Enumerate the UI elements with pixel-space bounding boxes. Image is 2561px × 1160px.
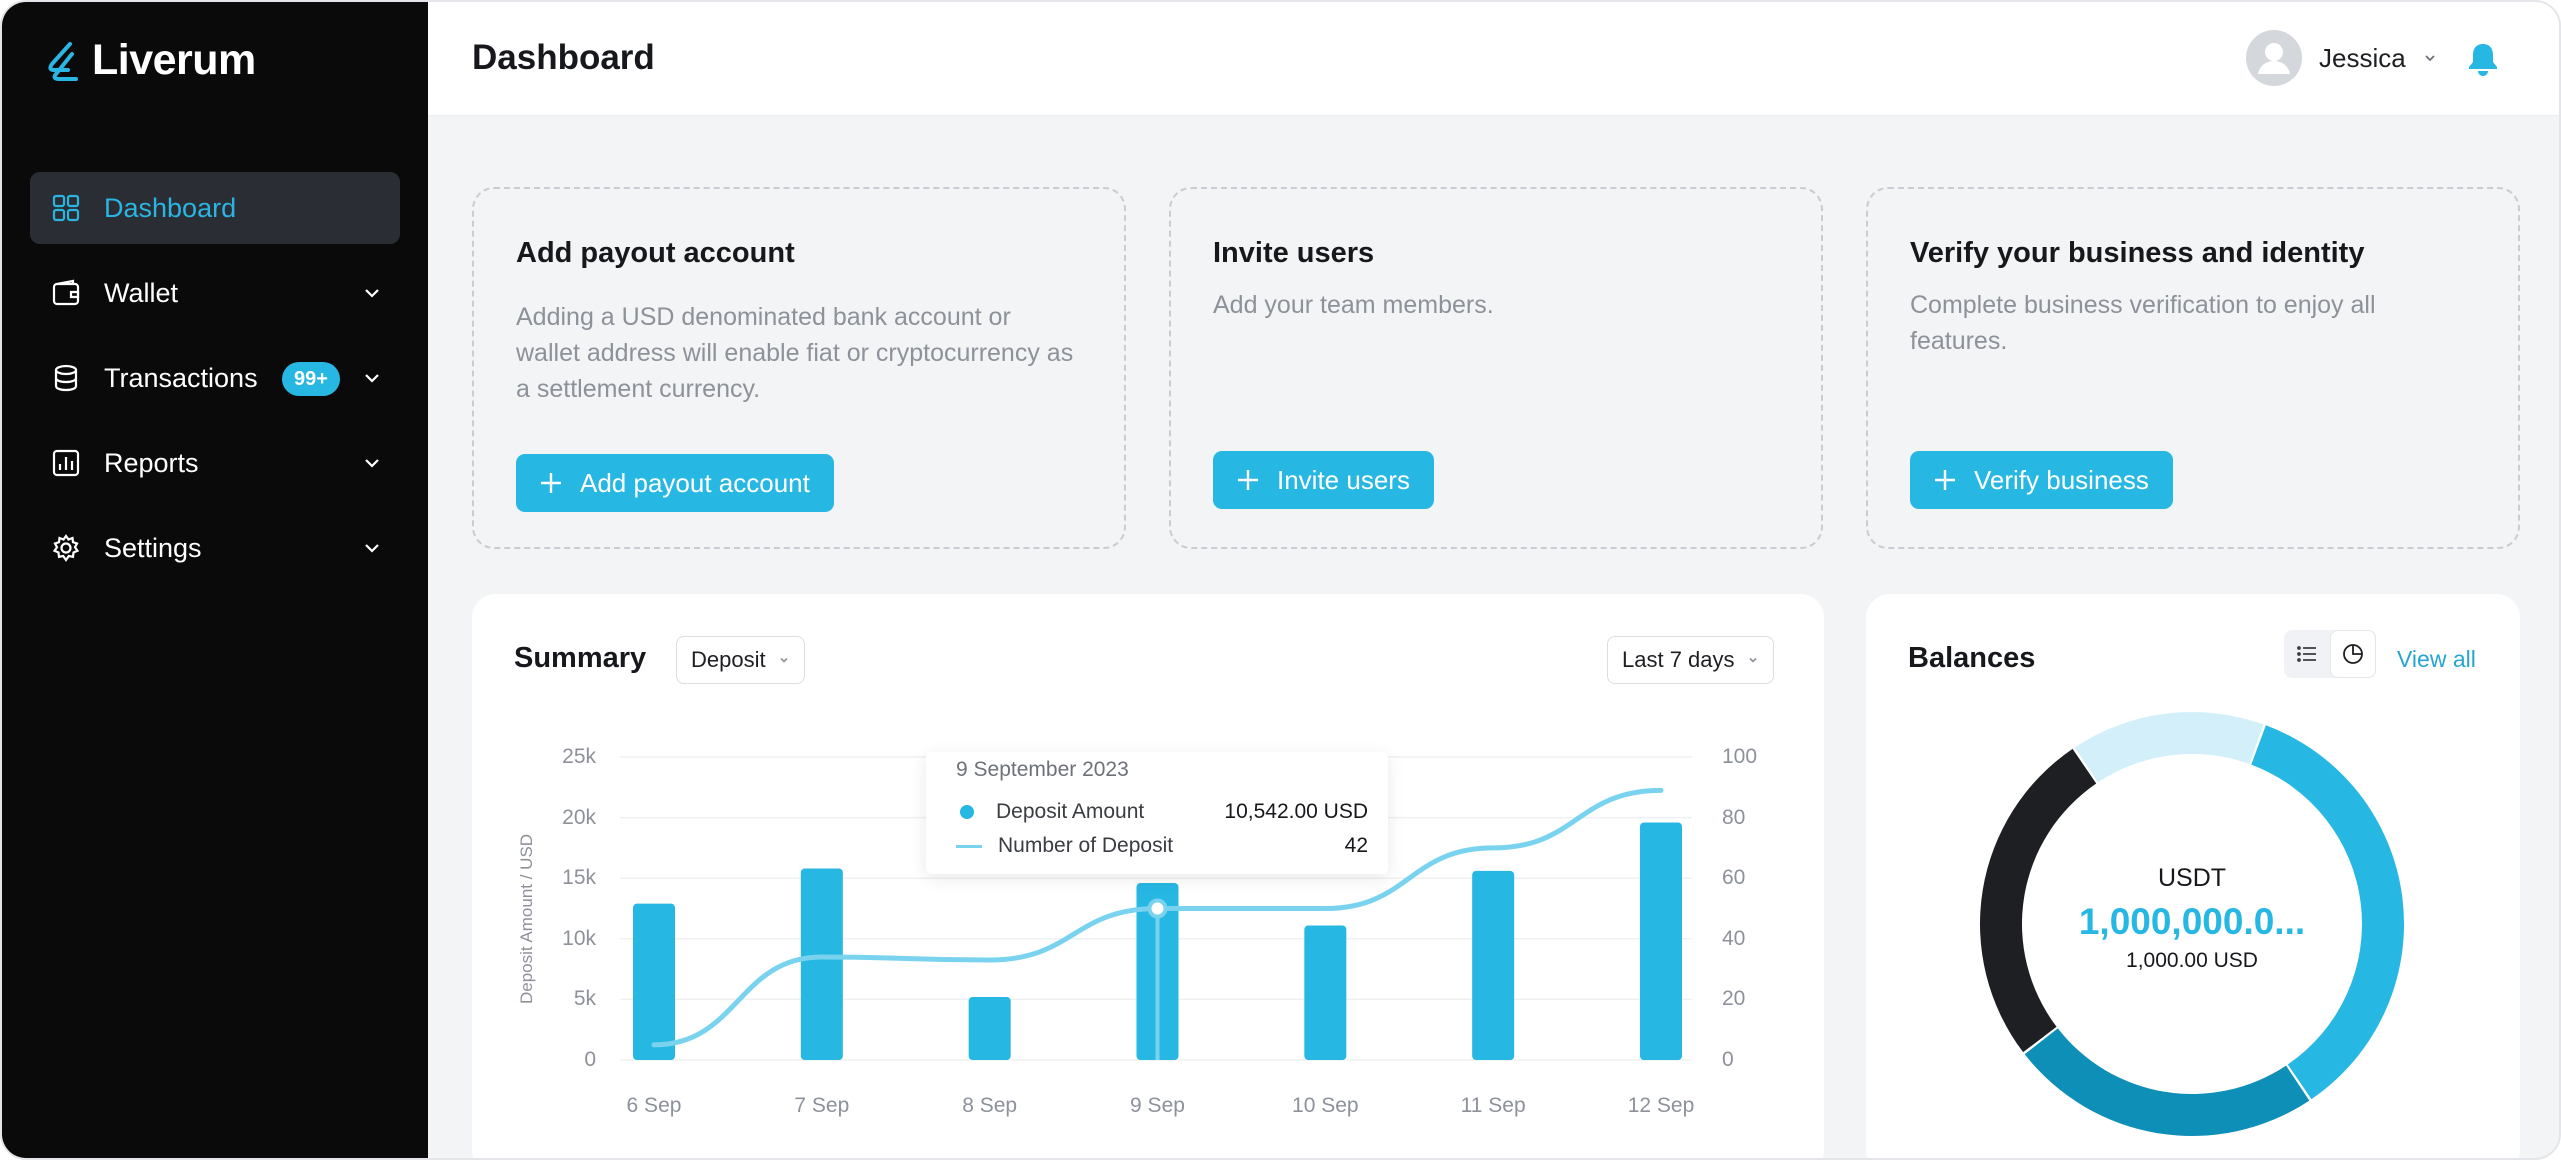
button-label: Invite users [1277,464,1410,495]
tooltip-row-amount: Deposit Amount 10,542.00 USD [956,800,1368,824]
card-description: Complete business verification to enjoy … [1910,291,2376,355]
grid-icon [50,192,82,224]
invite-users-card: Invite users Add your team members. Invi… [1169,187,1823,549]
sidebar-item-wallet[interactable]: Wallet [30,257,400,329]
liverum-logo-icon [48,41,78,81]
sidebar-nav: Dashboard Wallet Transactions 9 [30,172,400,597]
bell-icon[interactable] [2464,40,2502,78]
invite-users-button[interactable]: Invite users [1213,451,1434,509]
user-name[interactable]: Jessica [2319,42,2406,73]
chevron-down-icon[interactable] [2422,50,2438,66]
sidebar-item-settings[interactable]: Settings [30,512,400,584]
tooltip-label: Deposit Amount [996,800,1145,823]
plus-icon [541,473,561,493]
card-title: Verify your business and identity [1910,237,2365,269]
gear-icon [50,532,82,564]
button-label: Add payout account [580,467,810,498]
top-header: Dashboard Jessica [428,2,2559,116]
chart-tooltip: 9 September 2023 Deposit Amount 10,542.0… [926,752,1388,874]
card-description: Adding a USD denominated bank account or… [516,303,1074,403]
summary-title: Summary [514,642,647,674]
donut-amount: 1,000,000.0... [2078,901,2306,942]
tooltip-value: 10,542.00 USD [1224,800,1368,823]
view-all-link[interactable]: View all [2397,646,2476,672]
date-range-select[interactable]: Last 7 days [1607,636,1774,684]
series-line-icon [956,844,982,848]
verify-business-button[interactable]: Verify business [1910,451,2173,509]
balances-title: Balances [1908,642,2036,674]
select-value: Last 7 days [1622,647,1735,672]
select-value: Deposit [691,647,766,672]
donut-currency: USDT [2157,864,2227,892]
page-title: Dashboard [472,38,655,77]
sidebar-item-label: Wallet [104,277,179,308]
balances-view-toggle[interactable] [2284,630,2376,678]
wallet-icon [50,277,82,309]
summary-panel: Summary Deposit Last 7 days [472,594,1824,1158]
chart-view-button[interactable] [2330,630,2376,678]
user-menu[interactable]: Jessica [2246,30,2438,86]
card-description: Add your team members. [1213,291,1494,319]
chevron-down-icon[interactable] [362,453,382,473]
logo-text: Liverum [92,36,256,84]
tooltip-value: 42 [1344,834,1368,857]
sidebar-item-reports[interactable]: Reports [30,427,400,499]
tooltip-row-count: Number of Deposit 42 [956,834,1368,858]
sidebar: Liverum Dashboard Wallet [2,2,428,1158]
deposit-type-select[interactable]: Deposit [676,636,805,684]
series-dot-icon [960,805,974,819]
sidebar-item-label: Settings [104,532,202,563]
card-title: Add payout account [516,237,795,269]
chevron-down-icon[interactable] [362,538,382,558]
pie-chart-icon [2343,644,2363,664]
avatar[interactable] [2246,30,2302,86]
plus-icon [1238,470,1258,490]
sidebar-item-label: Reports [104,447,199,478]
sidebar-item-label: Dashboard [104,192,237,223]
donut-center: USDT 1,000,000.0... 1,000.00 USD [1992,864,2392,973]
tooltip-label: Number of Deposit [998,834,1174,857]
card-title: Invite users [1213,237,1375,269]
add-payout-account-button[interactable]: Add payout account [516,454,834,512]
sidebar-item-dashboard[interactable]: Dashboard [30,172,400,244]
transactions-count-badge: 99+ [282,362,340,396]
chevron-down-icon[interactable] [362,283,382,303]
chevron-down-icon [780,657,788,663]
plus-icon [1935,470,1955,490]
sidebar-item-transactions[interactable]: Transactions 99+ [30,342,400,414]
donut-usd-value: 1,000.00 USD [2126,949,2258,972]
database-icon [50,362,82,394]
sidebar-item-label: Transactions [104,362,258,393]
bar-chart-icon [50,447,82,479]
verify-business-card: Verify your business and identity Comple… [1866,187,2520,549]
user-icon [2258,43,2290,74]
tooltip-date: 9 September 2023 [956,758,1129,781]
list-icon [2297,646,2316,662]
button-label: Verify business [1974,464,2149,495]
logo[interactable]: Liverum [42,36,256,85]
chevron-down-icon[interactable] [362,368,382,388]
list-view-button[interactable] [2284,630,2330,678]
add-payout-card: Add payout account Adding a USD denomina… [472,187,1126,549]
chevron-down-icon [1748,657,1757,663]
